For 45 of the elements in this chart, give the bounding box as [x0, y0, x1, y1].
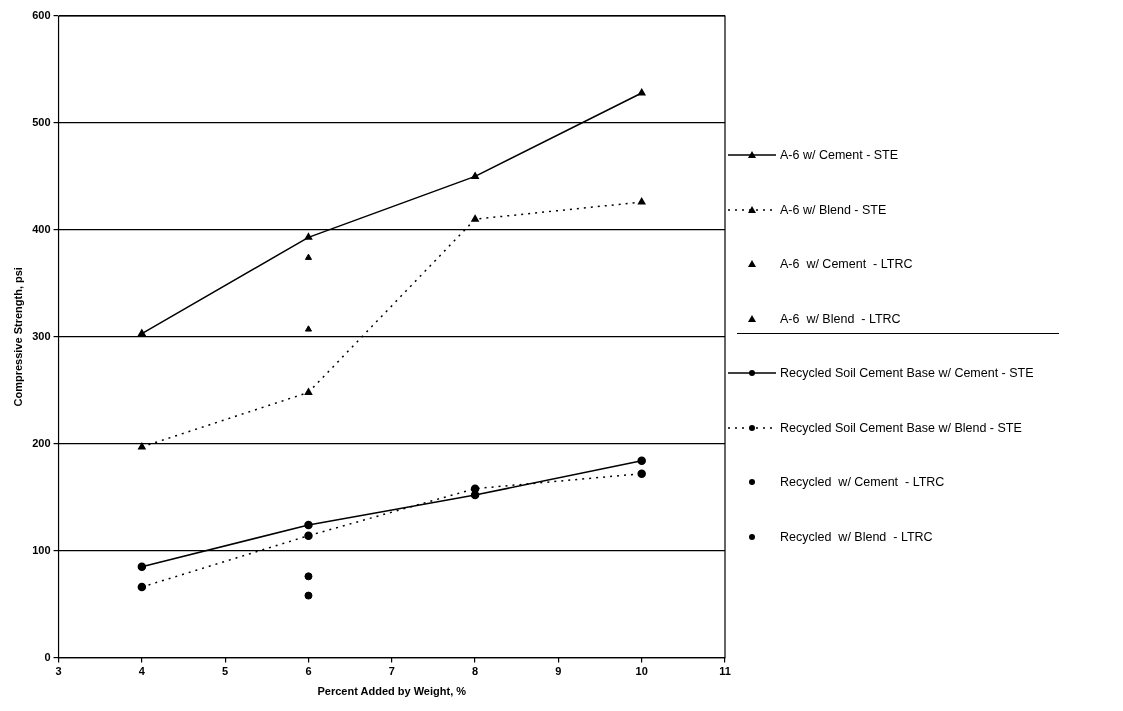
- x-tick-label: 8: [472, 665, 479, 678]
- x-tick-label: 3: [55, 665, 62, 678]
- x-axis-title: Percent Added by Weight, %: [317, 685, 467, 698]
- y-tick-label: 100: [32, 543, 51, 556]
- legend-label: A-6 w/ Cement - LTRC: [780, 257, 913, 272]
- point: [637, 88, 646, 96]
- legend-label: Recycled Soil Cement Base w/ Cement - STE: [780, 366, 1034, 381]
- y-axis-title: Compressive Strength, psi: [11, 267, 24, 407]
- x-tick-label: 4: [138, 665, 146, 678]
- point: [304, 253, 312, 260]
- point: [637, 469, 646, 478]
- point: [137, 562, 147, 571]
- y-tick-label: 600: [32, 9, 51, 22]
- point: [304, 572, 313, 581]
- point: [138, 442, 146, 450]
- point: [137, 582, 147, 592]
- point: [471, 214, 479, 222]
- x-tick-label: 9: [555, 665, 562, 678]
- point: [637, 456, 646, 466]
- y-tick-label: 400: [32, 222, 51, 235]
- point: [304, 388, 313, 395]
- legend-label: A-6 w/ Blend - STE: [780, 202, 887, 217]
- y-tick-label: 500: [32, 115, 51, 128]
- x-tick-label: 5: [222, 665, 229, 678]
- y-tick-label: 200: [32, 436, 51, 449]
- point: [637, 197, 646, 205]
- legend-label: A-6 w/ Cement - STE: [780, 148, 899, 163]
- point: [304, 233, 313, 240]
- legend-label: Recycled w/ Cement - LTRC: [780, 475, 945, 490]
- point: [138, 329, 146, 337]
- point: [304, 531, 313, 540]
- x-tick-label: 6: [305, 665, 312, 678]
- legend-label: A-6 w/ Blend - LTRC: [780, 311, 901, 326]
- y-tick-label: 300: [32, 329, 51, 342]
- point: [471, 172, 479, 179]
- point: [304, 591, 313, 600]
- point: [470, 484, 480, 493]
- x-tick-label: 11: [719, 665, 731, 678]
- y-tick-label: 0: [44, 650, 51, 663]
- x-tick-label: 10: [635, 665, 648, 678]
- point: [304, 325, 312, 332]
- legend-label: Recycled Soil Cement Base w/ Blend - STE: [780, 420, 1022, 435]
- legend-label: Recycled w/ Blend - LTRC: [780, 529, 933, 544]
- x-tick-label: 7: [388, 665, 395, 678]
- point: [304, 520, 313, 530]
